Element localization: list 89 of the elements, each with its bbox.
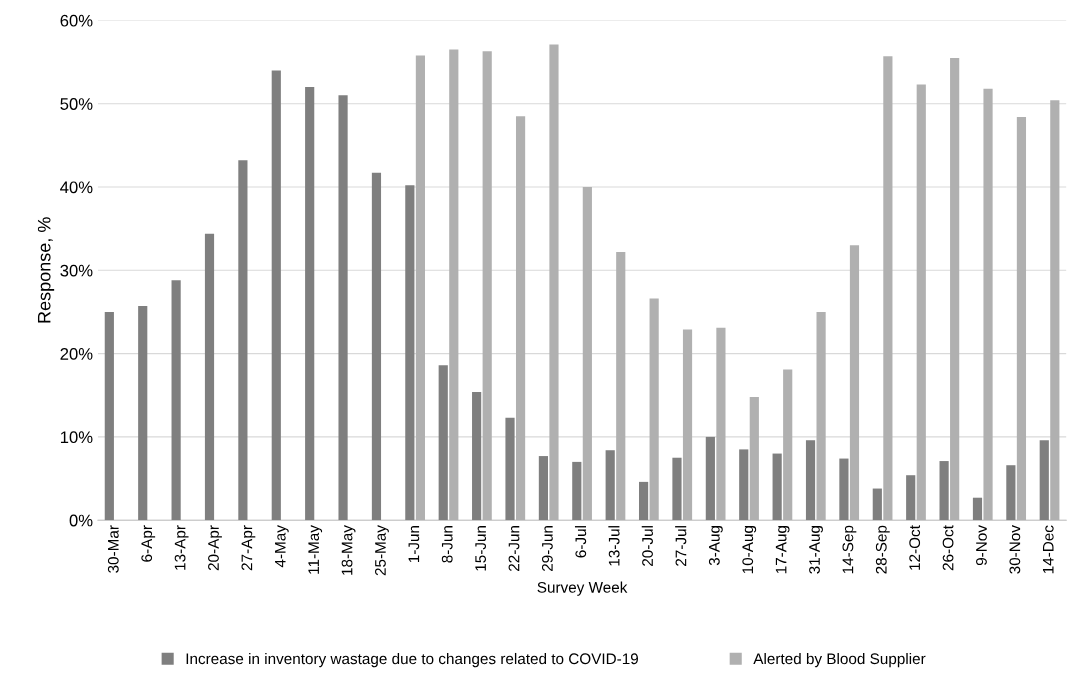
bar [438,365,448,521]
x-tick-label: 20-Jul [641,526,653,566]
x-tick-label: 13-Apr [174,525,189,570]
x-tick-label: 30-Nov [1009,525,1021,574]
x-tick-label: 1-Jun [408,526,420,563]
bar [916,84,926,521]
x-tick-label: 14-Dec [1042,525,1054,574]
x-tick-label: 4-May [275,525,289,568]
bar [983,88,993,521]
y-tick-label: 30% [60,264,93,277]
bar [906,475,916,521]
x-tick-label: 6-Jul [574,526,587,558]
bar [705,436,715,521]
bar [649,298,659,521]
bar [772,453,782,521]
x-tick-label: 17-Aug [775,526,790,574]
bar [816,311,826,521]
bar [415,55,425,521]
y-tick-label: 0% [69,514,93,527]
x-tick-label: 28-Sep [875,525,890,574]
bar [883,56,893,521]
x-tick-label: 26-Oct [942,525,954,571]
x-tick-label: 8-Jun [441,526,453,563]
bar [672,457,682,521]
bar [1016,117,1027,521]
bar [950,57,960,521]
legend-label: Alerted by Blood Supplier [753,652,926,668]
bar [305,87,315,521]
bar [972,497,983,521]
x-tick-label: 22-Jun [508,526,520,571]
x-tick-label: 30-Mar [107,525,119,573]
bar [549,44,559,521]
bar [839,458,849,521]
x-axis-title: Survey Week [537,581,628,596]
bar [338,95,348,521]
x-tick-label: 31-Aug [809,526,823,574]
bar [472,391,482,521]
bar [872,488,882,521]
bar [1050,100,1060,521]
legend-label: Increase in inventory wastage due to changes related to COVID-19 [186,652,639,668]
x-tick-label: 13-Jul [608,526,620,566]
x-tick-label: 29-Jun [541,526,553,571]
x-tick-label: 27-Apr [241,525,256,571]
bar [505,417,515,521]
bar [538,456,548,521]
y-tick-label: 50% [60,98,93,110]
y-axis-title: Response, % [37,217,55,323]
bar [616,251,626,521]
bar [138,306,148,521]
bar [405,185,415,521]
bar [716,327,726,521]
bar [572,461,582,521]
bar [939,461,949,521]
bar [482,51,492,521]
bar [171,280,181,521]
x-tick-label: 18-May [341,525,356,575]
bar [515,116,526,521]
bar [271,70,281,521]
x-tick-label: 11-May [308,525,323,574]
bar [1039,440,1049,521]
bar [783,369,793,521]
bar [449,49,459,521]
x-tick-label: 20-Apr [208,525,222,571]
bar [682,329,693,521]
y-tick-label: 10% [60,431,93,444]
bar [204,233,215,521]
x-tick-label: 10-Aug [742,526,757,574]
bar [238,160,248,521]
x-tick-label: 27-Jul [675,526,687,566]
bar [638,481,649,521]
y-tick-label: 40% [60,181,93,194]
y-tick-label: 60% [60,14,93,27]
bar [849,245,860,521]
x-tick-label: 12-Oct [909,525,921,570]
x-tick-label: 15-Jun [475,526,487,571]
bar [1006,465,1016,521]
x-tick-label: 14-Sep [842,525,857,574]
y-tick-label: 20% [60,348,93,360]
x-tick-label: 9-Nov [976,525,987,566]
x-tick-label: 3-Aug [708,526,723,566]
bar [605,450,615,521]
bar [749,396,759,521]
bar [582,187,592,521]
x-tick-label: 6-Apr [141,525,156,562]
bar [104,311,114,521]
x-tick-label: 25-May [375,525,389,576]
bar [739,449,749,521]
bar [805,440,816,521]
bar [371,172,382,521]
